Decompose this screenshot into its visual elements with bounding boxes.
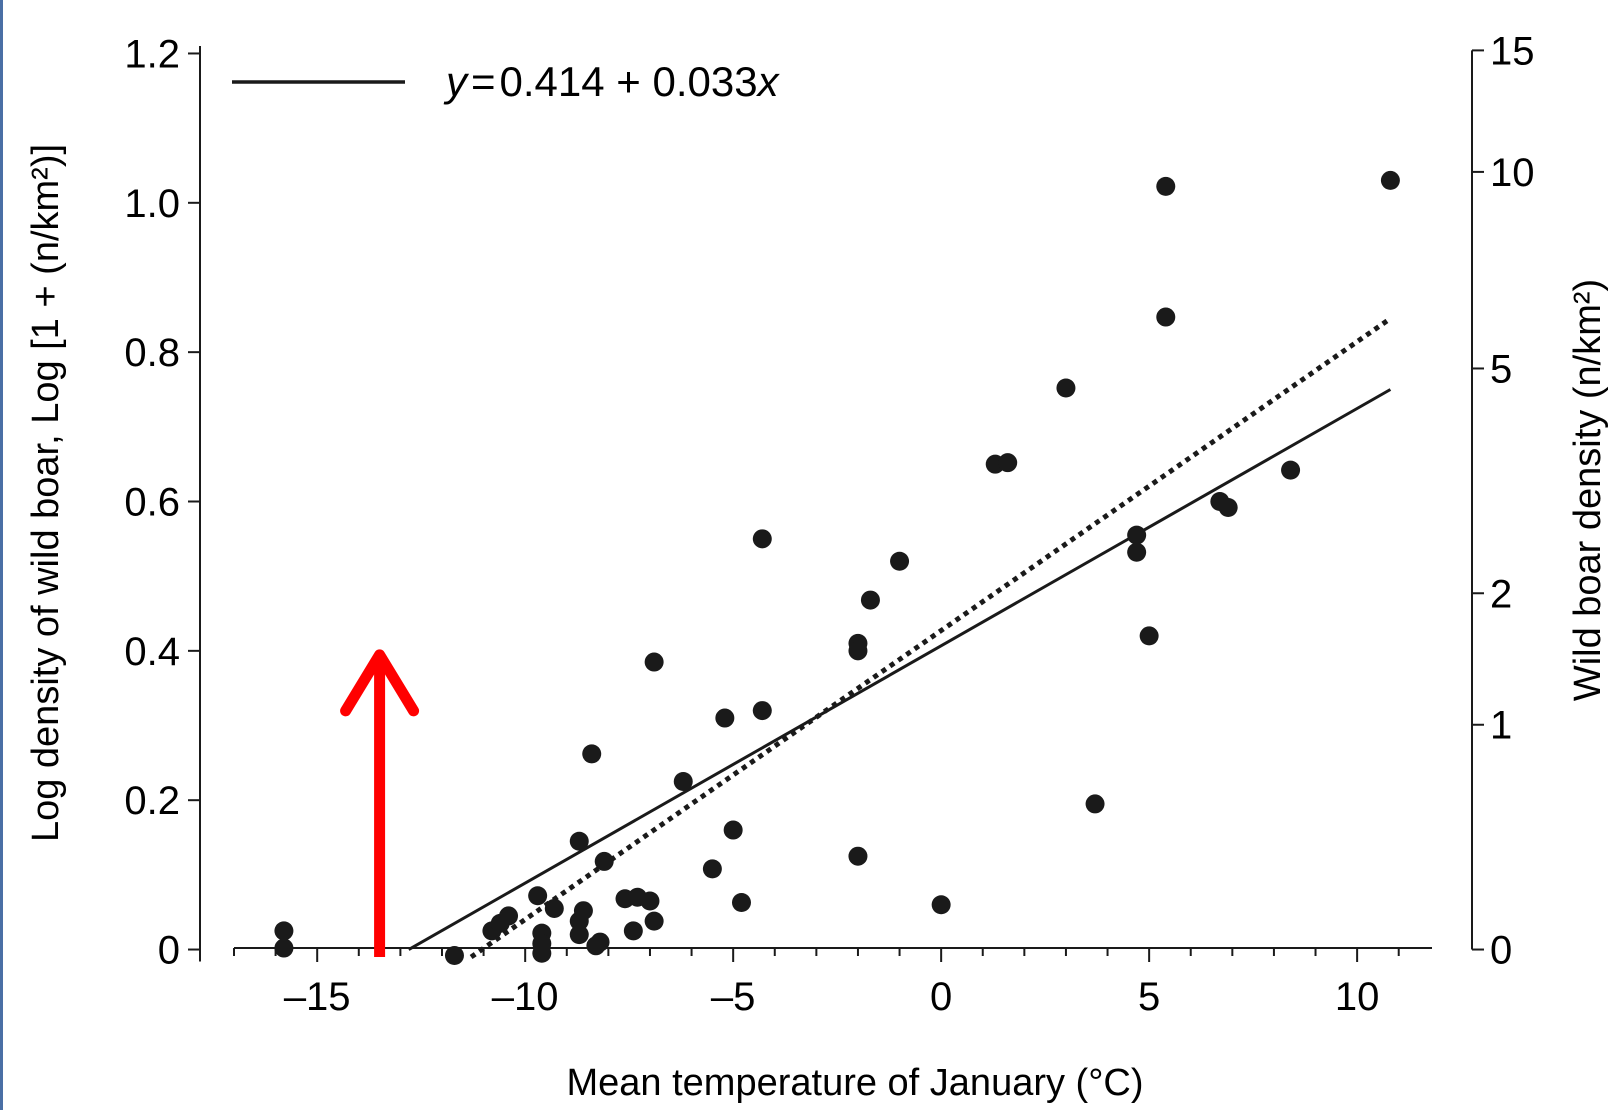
y-tick-label: 1.2 xyxy=(124,32,180,76)
dotted-regression-line xyxy=(469,316,1392,960)
data-point xyxy=(1056,378,1076,398)
data-point xyxy=(1127,542,1147,562)
legend-eq-equals: = xyxy=(471,58,496,105)
data-point xyxy=(532,943,552,963)
y2-tick-label: 15 xyxy=(1490,29,1535,73)
data-point xyxy=(1218,497,1238,517)
data-point xyxy=(931,895,951,915)
axes: 0 0.2 0.4 0.6 0.8 1.0 1.2 0 1 2 5 10 15 –15 –10 –5 0 5 10 xyxy=(124,29,1534,1019)
data-point xyxy=(640,891,660,911)
data-point xyxy=(998,453,1018,473)
y-tick-label: 0.6 xyxy=(124,481,180,525)
data-point xyxy=(544,898,564,918)
annotations xyxy=(340,649,420,957)
data-point xyxy=(752,701,772,721)
legend-eq-y: y xyxy=(443,58,470,105)
y2-tick-label: 0 xyxy=(1490,929,1512,973)
y2-tick-label: 1 xyxy=(1490,704,1512,748)
data-point xyxy=(623,921,643,941)
regression-lines xyxy=(407,316,1392,960)
x-tick-label: –15 xyxy=(284,975,351,1019)
data-point xyxy=(1085,794,1105,814)
data-point xyxy=(673,772,693,792)
data-point xyxy=(752,529,772,549)
left-border xyxy=(0,0,3,1110)
red-arrow-head xyxy=(340,649,420,717)
y-tick-label: 1.0 xyxy=(124,182,180,226)
data-point xyxy=(274,921,294,941)
data-point xyxy=(582,744,602,764)
x-tick-label: –10 xyxy=(492,975,559,1019)
data-point xyxy=(569,925,589,945)
legend-eq-x: x xyxy=(756,58,781,105)
data-point xyxy=(1156,176,1176,196)
data-point xyxy=(731,892,751,912)
y2-tick-label: 5 xyxy=(1490,347,1512,391)
data-point xyxy=(644,652,664,672)
data-point xyxy=(573,901,593,921)
data-point xyxy=(702,859,722,879)
data-point xyxy=(444,946,464,966)
data-point xyxy=(848,641,868,661)
x-tick-label: 10 xyxy=(1335,975,1380,1019)
data-point xyxy=(1127,525,1147,545)
data-point xyxy=(594,851,614,871)
data-point xyxy=(860,590,880,610)
legend-equation: y=0.414 + 0.033x xyxy=(443,58,781,105)
y-axis-title: Log density of wild boar, Log [1 + (n/km… xyxy=(25,144,67,842)
data-point xyxy=(715,708,735,728)
data-point xyxy=(499,906,519,926)
data-point xyxy=(644,911,664,931)
data-point xyxy=(590,932,610,952)
y2-tick-label: 2 xyxy=(1490,572,1512,616)
data-point xyxy=(890,551,910,571)
y-tick-label: 0.4 xyxy=(124,630,180,674)
y-tick-label: 0.8 xyxy=(124,331,180,375)
data-point xyxy=(723,820,743,840)
x-tick-label: 0 xyxy=(930,975,952,1019)
data-point xyxy=(528,886,548,906)
data-point xyxy=(274,938,294,958)
y2-axis-title: Wild boar density (n/km²) xyxy=(1567,279,1609,701)
legend-eq-coefficients: 0.414 + 0.033 xyxy=(500,58,758,105)
data-point xyxy=(848,846,868,866)
data-points xyxy=(274,170,1400,966)
y-tick-label: 0.2 xyxy=(124,779,180,823)
solid-regression-line xyxy=(407,388,1392,951)
x-axis-title: Mean temperature of January (°C) xyxy=(567,1062,1144,1104)
y-tick-label: 0 xyxy=(158,929,180,973)
y2-tick-label: 10 xyxy=(1490,151,1535,195)
x-tick-label: 5 xyxy=(1138,975,1160,1019)
data-point xyxy=(1139,626,1159,646)
data-point xyxy=(569,831,589,851)
data-point xyxy=(1281,460,1301,480)
x-tick-label: –5 xyxy=(711,975,756,1019)
legend: y=0.414 + 0.033x xyxy=(232,58,781,105)
data-point xyxy=(1156,307,1176,327)
data-point xyxy=(1380,170,1400,190)
